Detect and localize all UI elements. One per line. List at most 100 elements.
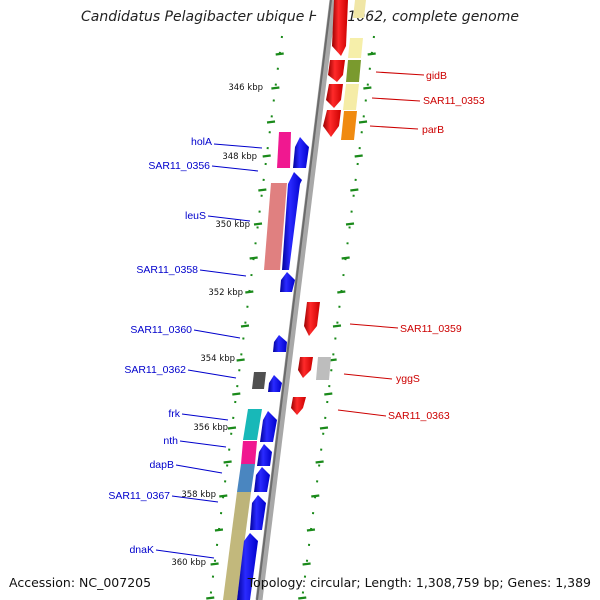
cog-box	[243, 409, 262, 440]
gene-label-SAR11_0360: SAR11_0360	[130, 324, 192, 336]
gene-label-leuS: leuS	[185, 210, 206, 222]
gene-arrow	[254, 467, 270, 492]
ruler-tick	[206, 596, 215, 600]
ruler-tick	[253, 222, 263, 226]
gene-arrow	[304, 302, 320, 336]
ruler-tick	[245, 290, 254, 294]
reverse-strand-genes	[291, 0, 348, 415]
ruler-tick	[275, 52, 284, 56]
ruler-tick	[367, 52, 376, 56]
gene-label-parB: parB	[422, 124, 444, 136]
gene-label-SAR11_0367: SAR11_0367	[108, 490, 170, 502]
ruler-tick	[223, 460, 232, 464]
ruler-tick	[302, 562, 311, 566]
cog-box	[353, 0, 366, 18]
gene-labels-right: gidB SAR11_0353 parB SAR11_0359 yggS SAR…	[388, 70, 485, 422]
gene-label-SAR11_0362: SAR11_0362	[124, 364, 186, 376]
ruler-tick	[363, 86, 372, 90]
ruler-tick	[315, 460, 324, 464]
gene-label-holA: holA	[191, 136, 212, 148]
ruler-label: 352 kbp	[208, 288, 243, 298]
ruler-label: 360 kbp	[171, 558, 206, 568]
cog-box	[346, 60, 361, 82]
label-leader-lines	[155, 71, 425, 559]
gene-arrow	[282, 172, 302, 270]
gene-label-dnaK: dnaK	[129, 544, 154, 556]
ruler-label: 358 kbp	[181, 490, 216, 500]
ruler-label: 350 kbp	[215, 220, 250, 230]
cog-box	[237, 464, 255, 492]
ruler-tick	[232, 392, 241, 396]
gene-labels-left: holA SAR11_0356 leuS SAR11_0358 SAR11_03…	[108, 136, 212, 556]
ruler-label: 356 kbp	[193, 423, 228, 433]
gene-label-SAR11_0353: SAR11_0353	[423, 95, 485, 107]
gene-label-SAR11_0359: SAR11_0359	[400, 323, 462, 335]
ruler-tick	[210, 562, 219, 566]
gene-arrow	[326, 84, 343, 108]
gene-arrow	[260, 411, 277, 442]
gene-label-SAR11_0356: SAR11_0356	[148, 160, 210, 172]
gene-arrow	[250, 495, 266, 530]
ruler-tick	[258, 188, 267, 192]
ruler-tick	[240, 324, 250, 328]
cog-box	[223, 530, 246, 600]
cog-category-boxes	[223, 0, 366, 600]
cog-box	[316, 357, 331, 380]
ruler-tick	[341, 256, 350, 260]
cog-box	[348, 38, 363, 58]
gene-label-SAR11_0363: SAR11_0363	[388, 410, 450, 422]
gene-arrow	[237, 533, 258, 600]
gene-arrow	[293, 137, 309, 168]
gene-arrow	[268, 375, 282, 392]
ruler-tick	[350, 188, 359, 192]
ruler-labels: 346 kbp 348 kbp 350 kbp 352 kbp 354 kbp …	[171, 83, 263, 568]
gene-arrow	[280, 272, 295, 292]
ruler-tick	[358, 120, 368, 124]
ruler-tick	[271, 86, 280, 90]
ruler-tick	[262, 154, 271, 158]
forward-strand-genes	[237, 137, 309, 600]
ruler-tick	[354, 154, 363, 158]
gene-arrow	[328, 60, 345, 82]
gene-arrow	[257, 444, 272, 466]
gene-label-SAR11_0358: SAR11_0358	[136, 264, 198, 276]
cog-box	[343, 84, 359, 110]
cog-box	[277, 132, 291, 168]
gene-label-dapB: dapB	[149, 459, 174, 471]
cog-box	[232, 492, 251, 530]
genome-backbone	[255, 0, 337, 600]
ruler-tick	[266, 120, 276, 124]
ruler-tick	[324, 392, 333, 396]
genome-stats-text: Topology: circular; Length: 1,308,759 bp…	[247, 575, 591, 590]
ruler-tick	[227, 426, 237, 430]
ruler-tick	[332, 324, 342, 328]
gene-arrow	[298, 357, 313, 378]
ruler-tick	[311, 494, 320, 498]
ruler-tick	[236, 358, 245, 362]
ruler-tick	[219, 494, 228, 498]
gene-arrow	[332, 0, 348, 56]
ruler-tick	[306, 528, 316, 532]
ruler-tick	[214, 528, 224, 532]
ruler-tick	[319, 426, 329, 430]
gene-label-yggS: yggS	[396, 373, 420, 385]
ruler-label: 346 kbp	[228, 83, 263, 93]
ruler-tick	[249, 256, 258, 260]
cog-box	[241, 441, 257, 464]
ruler-tick	[337, 290, 346, 294]
cog-box	[264, 183, 287, 270]
gene-arrow	[291, 397, 306, 415]
ruler-label: 348 kbp	[222, 152, 257, 162]
gene-arrow	[323, 110, 341, 137]
gene-label-gidB: gidB	[426, 70, 447, 82]
ruler-tick	[298, 596, 307, 600]
map-title: Candidatus Pelagibacter ubique HTCC1062,…	[80, 9, 519, 25]
accession-text: Accession: NC_007205	[9, 575, 152, 590]
ruler-label: 354 kbp	[200, 354, 235, 364]
ruler-tick	[345, 222, 355, 226]
cog-box	[252, 372, 266, 389]
gene-label-nth: nth	[163, 435, 178, 447]
cog-box	[341, 111, 357, 140]
gene-label-frk: frk	[168, 408, 180, 420]
